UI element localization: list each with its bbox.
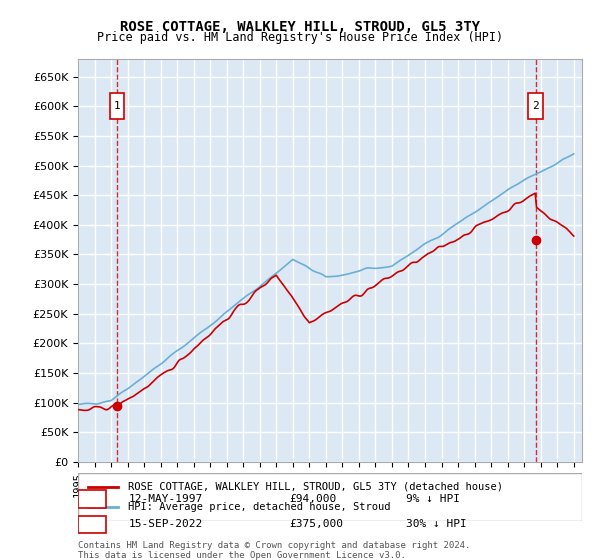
Text: £375,000: £375,000	[290, 520, 344, 529]
FancyBboxPatch shape	[78, 473, 582, 521]
Text: £94,000: £94,000	[290, 494, 337, 504]
Text: Price paid vs. HM Land Registry's House Price Index (HPI): Price paid vs. HM Land Registry's House …	[97, 31, 503, 44]
FancyBboxPatch shape	[78, 516, 106, 533]
Text: Contains HM Land Registry data © Crown copyright and database right 2024.
This d: Contains HM Land Registry data © Crown c…	[78, 540, 470, 560]
Text: ROSE COTTAGE, WALKLEY HILL, STROUD, GL5 3TY: ROSE COTTAGE, WALKLEY HILL, STROUD, GL5 …	[120, 20, 480, 34]
Text: 12-MAY-1997: 12-MAY-1997	[128, 494, 203, 504]
FancyBboxPatch shape	[78, 490, 106, 508]
Text: 2: 2	[533, 101, 539, 111]
Text: 2: 2	[88, 520, 95, 529]
Text: 1: 1	[88, 494, 95, 504]
Text: 15-SEP-2022: 15-SEP-2022	[128, 520, 203, 529]
FancyBboxPatch shape	[529, 93, 544, 119]
Text: HPI: Average price, detached house, Stroud: HPI: Average price, detached house, Stro…	[128, 502, 391, 512]
FancyBboxPatch shape	[110, 93, 124, 119]
Text: 1: 1	[113, 101, 121, 111]
Text: 30% ↓ HPI: 30% ↓ HPI	[406, 520, 466, 529]
Text: 9% ↓ HPI: 9% ↓ HPI	[406, 494, 460, 504]
Text: ROSE COTTAGE, WALKLEY HILL, STROUD, GL5 3TY (detached house): ROSE COTTAGE, WALKLEY HILL, STROUD, GL5 …	[128, 482, 503, 492]
